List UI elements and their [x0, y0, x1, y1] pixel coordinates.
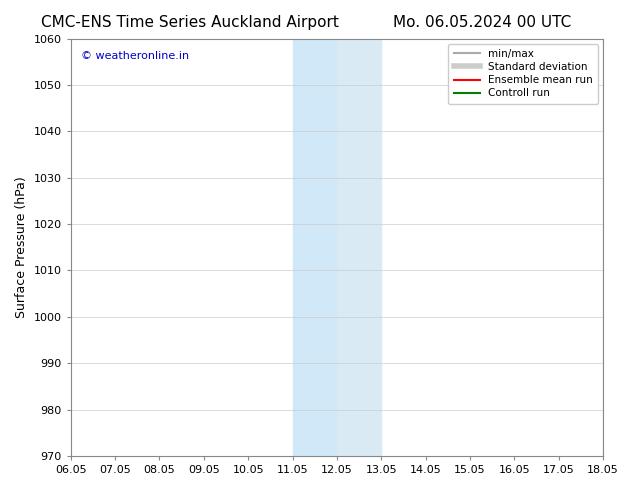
Legend: min/max, Standard deviation, Ensemble mean run, Controll run: min/max, Standard deviation, Ensemble me… — [448, 44, 598, 103]
Text: © weatheronline.in: © weatheronline.in — [81, 51, 190, 61]
Bar — [603, 39, 634, 456]
Y-axis label: Surface Pressure (hPa): Surface Pressure (hPa) — [15, 176, 28, 318]
Text: CMC-ENS Time Series Auckland Airport: CMC-ENS Time Series Auckland Airport — [41, 15, 339, 30]
Text: Mo. 06.05.2024 00 UTC: Mo. 06.05.2024 00 UTC — [392, 15, 571, 30]
Bar — [292, 39, 337, 456]
Bar — [337, 39, 381, 456]
